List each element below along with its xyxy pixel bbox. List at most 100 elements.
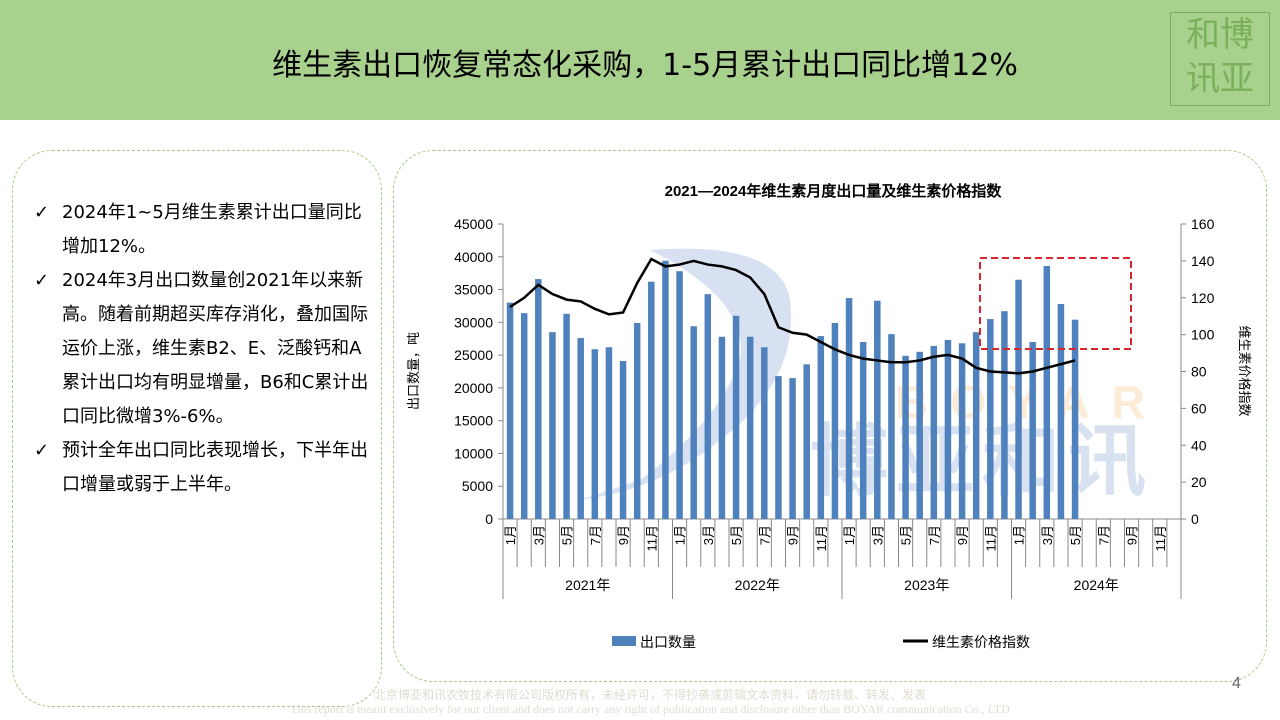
header-bar [0,0,1280,120]
x-tick-label: 9月 [955,525,970,545]
legend-bar-swatch [612,636,636,646]
export-bar [1043,265,1051,519]
export-bar [930,345,938,519]
export-bar [732,315,740,519]
export-bar [1029,342,1036,519]
export-bar [859,342,867,519]
x-tick-label: 9月 [786,525,801,545]
y-tick-label: 30000 [454,314,493,330]
y2-tick-label: 140 [1191,253,1215,269]
year-label: 2022年 [735,577,780,593]
check-icon: ✓ [34,440,50,461]
x-tick-label: 1月 [503,525,518,545]
export-bar [633,322,641,519]
x-tick-label: 7月 [1096,525,1111,545]
export-bar [690,326,697,519]
x-tick-label: 9月 [1125,525,1140,545]
export-bar [704,294,712,519]
export-bar [761,347,768,519]
x-tick-label: 7月 [588,525,603,545]
chart-title: 2021—2024年维生素月度出口量及维生素价格指数 [665,182,1003,200]
x-tick-label: 5月 [560,525,575,545]
export-bar [789,378,796,519]
export-bar [506,302,514,519]
export-bar [1015,279,1022,519]
export-bar [803,364,810,519]
y-tick-label: 25000 [454,347,493,363]
export-bar [648,281,655,519]
x-tick-label: 9月 [616,525,631,545]
price-index-line [509,257,1076,375]
export-bar [577,338,584,519]
export-bar [591,349,599,519]
x-tick-label: 3月 [870,525,885,545]
export-bar [987,319,994,519]
export-bar [549,332,556,519]
export-bar [845,298,853,519]
x-tick-label: 5月 [729,525,744,545]
x-tick-label: 11月 [814,525,829,552]
x-tick-label: 5月 [899,525,914,545]
y-tick-label: 35000 [454,282,493,298]
footer-copyright-cn: 北京博亚和讯农牧技术有限公司版权所有，未经许可，不得抄袭或剪辑文本资料，请勿转载… [373,688,926,702]
x-tick-label: 1月 [1012,525,1027,545]
page-title: 维生素出口恢复常态化采购，1-5月累计出口同比增12% [272,48,1018,83]
y2-axis-label: 维生素价格指数 [1237,325,1252,416]
export-bar [520,313,528,519]
export-bar [535,279,542,519]
y2-tick-label: 100 [1191,327,1215,343]
y2-tick-label: 60 [1191,400,1207,416]
export-bar [563,313,570,519]
export-bar [1057,303,1065,519]
export-bar [916,351,923,519]
page-number: 4 [1232,675,1241,692]
y-tick-label: 5000 [462,478,493,494]
x-tick-label: 3月 [701,525,716,545]
x-tick-label: 11月 [1153,525,1168,552]
export-bar [676,271,683,519]
legend-bar-label: 出口数量 [640,634,696,650]
y-tick-label: 40000 [454,249,493,265]
x-tick-label: 7月 [927,525,942,545]
export-bar [831,322,839,519]
export-bar [1071,319,1079,519]
bullet-item: ✓ 2024年3月出口数量创2021年以来新高。随着前期超买库存消化，叠加国际运价… [34,264,374,434]
bullet-item: ✓ 预计全年出口同比表现增长，下半年出口增量或弱于上半年。 [34,434,374,502]
x-tick-label: 1月 [673,525,688,545]
export-bar [817,336,825,519]
x-tick-label: 11月 [983,525,998,552]
year-label: 2021年 [565,577,610,593]
summary-panel [12,150,382,707]
export-bar [718,336,726,519]
bullet-item: ✓ 2024年1~5月维生素累计出口量同比增加12%。 [34,196,374,264]
boyar-logo: 和博 讯亚 [1170,12,1270,106]
x-tick-label: 3月 [531,525,546,545]
x-tick-label: 7月 [757,525,772,545]
year-label: 2024年 [1074,577,1119,593]
y2-tick-label: 80 [1191,364,1207,380]
y-tick-label: 10000 [454,445,493,461]
x-tick-label: 3月 [1040,525,1055,545]
y-tick-label: 0 [485,511,493,527]
x-tick-label: 5月 [1068,525,1083,545]
y2-tick-label: 0 [1191,511,1199,527]
y2-tick-label: 20 [1191,474,1207,490]
y2-tick-label: 40 [1191,437,1207,453]
x-tick-label: 1月 [842,525,857,545]
export-bar [944,340,952,519]
export-bar [888,334,895,519]
export-bar [775,376,782,519]
y-axis-label: 出口数量，吨 [406,332,421,410]
bullet-list: ✓ 2024年1~5月维生素累计出口量同比增加12%。 ✓ 2024年3月出口数量创… [34,196,374,502]
export-bar [662,260,669,519]
chart-panel [393,150,1267,682]
check-icon: ✓ [34,202,50,223]
y-tick-label: 20000 [454,380,493,396]
legend-line-label: 维生素价格指数 [932,634,1030,650]
y-tick-label: 45000 [454,216,493,232]
export-bar [874,300,881,519]
y2-tick-label: 160 [1191,216,1215,232]
x-tick-label: 11月 [644,525,659,552]
y2-tick-label: 120 [1191,290,1215,306]
